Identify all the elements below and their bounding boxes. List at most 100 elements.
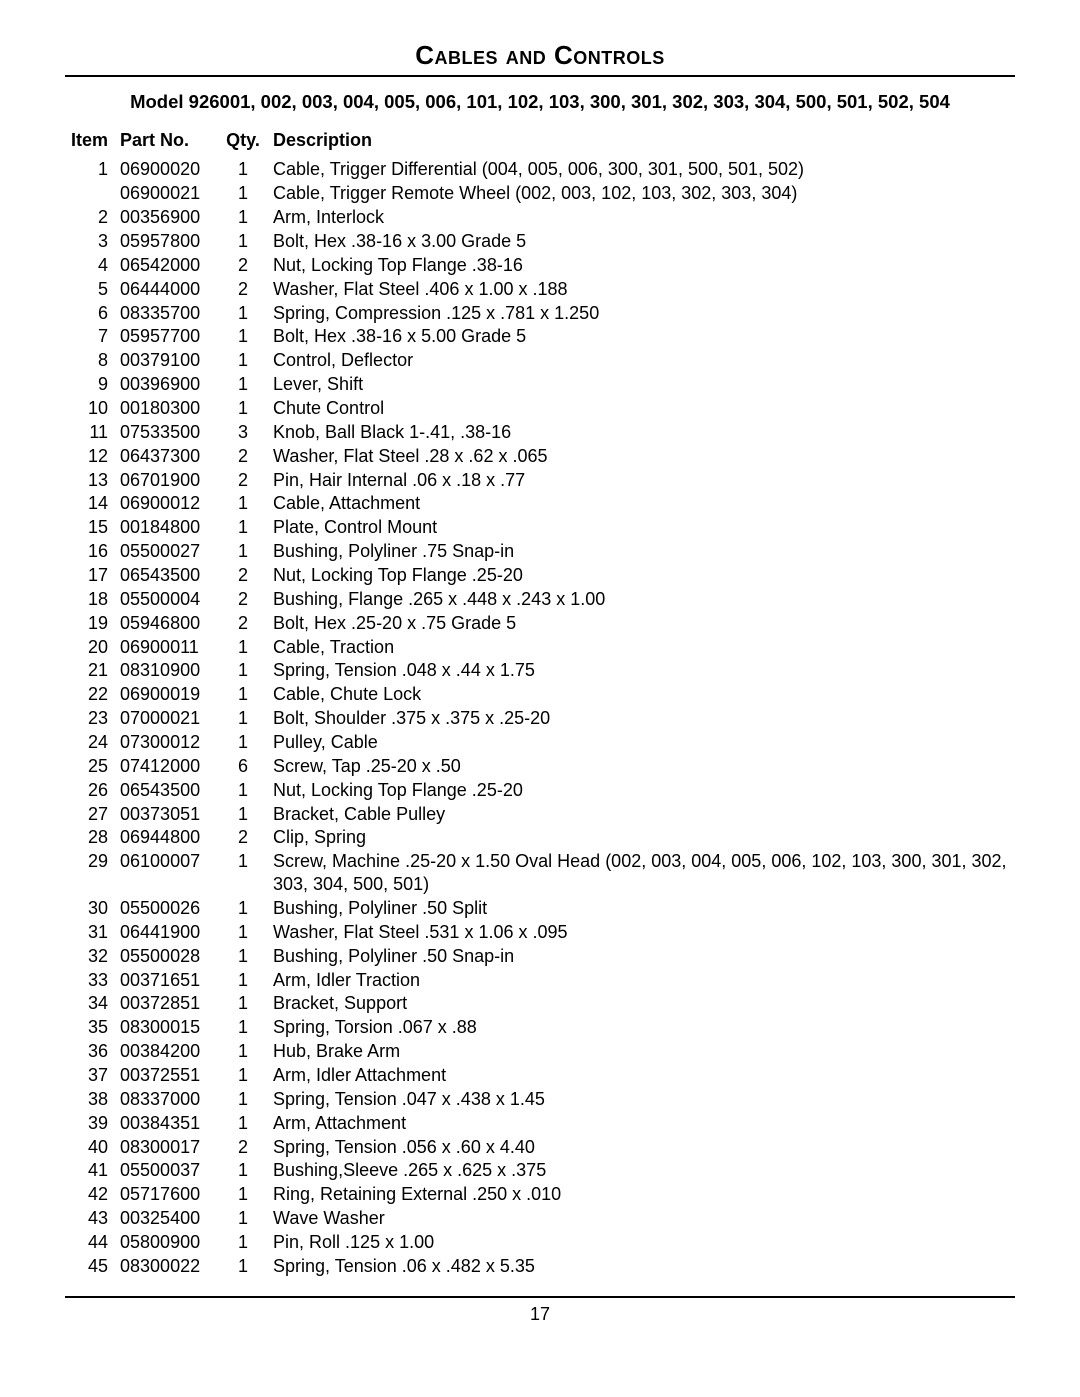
cell-description: Arm, Attachment	[267, 1111, 1015, 1135]
cell-part-no: 06543500	[114, 778, 219, 802]
cell-qty: 1	[219, 707, 267, 731]
cell-item: 44	[65, 1231, 114, 1255]
table-row: 25074120006Screw, Tap .25-20 x .50	[65, 754, 1015, 778]
cell-qty: 1	[219, 992, 267, 1016]
table-row: 23070000211Bolt, Shoulder .375 x .375 x …	[65, 707, 1015, 731]
table-row: 10001803001Chute Control	[65, 396, 1015, 420]
cell-part-no: 06900019	[114, 683, 219, 707]
cell-qty: 2	[219, 587, 267, 611]
cell-part-no: 06441900	[114, 920, 219, 944]
cell-item: 5	[65, 277, 114, 301]
cell-description: Bushing, Polyliner .75 Snap-in	[267, 540, 1015, 564]
cell-qty: 1	[219, 683, 267, 707]
cell-part-no: 00384200	[114, 1040, 219, 1064]
cell-qty: 1	[219, 944, 267, 968]
cell-qty: 1	[219, 325, 267, 349]
cell-item: 25	[65, 754, 114, 778]
cell-item: 34	[65, 992, 114, 1016]
table-row: 17065435002Nut, Locking Top Flange .25-2…	[65, 563, 1015, 587]
cell-description: Control, Deflector	[267, 349, 1015, 373]
cell-part-no: 00372851	[114, 992, 219, 1016]
cell-item: 37	[65, 1064, 114, 1088]
table-row: 13067019002Pin, Hair Internal .06 x .18 …	[65, 468, 1015, 492]
col-header-part: Part No.	[114, 127, 219, 158]
page-title: Cables and Controls	[65, 40, 1015, 71]
table-row: 11075335003Knob, Ball Black 1-.41, .38-1…	[65, 420, 1015, 444]
cell-description: Spring, Tension .056 x .60 x 4.40	[267, 1135, 1015, 1159]
cell-qty: 1	[219, 1040, 267, 1064]
cell-qty: 1	[219, 802, 267, 826]
cell-item: 45	[65, 1254, 114, 1278]
cell-description: Ring, Retaining External .250 x .010	[267, 1183, 1015, 1207]
cell-item: 33	[65, 968, 114, 992]
cell-qty: 1	[219, 1254, 267, 1278]
table-row: 069000211Cable, Trigger Remote Wheel (00…	[65, 182, 1015, 206]
cell-item: 15	[65, 516, 114, 540]
cell-item: 32	[65, 944, 114, 968]
table-row: 39003843511Arm, Attachment	[65, 1111, 1015, 1135]
cell-description: Clip, Spring	[267, 826, 1015, 850]
cell-item: 21	[65, 659, 114, 683]
table-row: 21083109001Spring, Tension .048 x .44 x …	[65, 659, 1015, 683]
cell-part-no: 05500004	[114, 587, 219, 611]
cell-description: Cable, Traction	[267, 635, 1015, 659]
cell-part-no: 06100007	[114, 850, 219, 897]
cell-description: Spring, Torsion .067 x .88	[267, 1016, 1015, 1040]
cell-qty: 1	[219, 968, 267, 992]
cell-part-no: 06900011	[114, 635, 219, 659]
cell-description: Cable, Chute Lock	[267, 683, 1015, 707]
cell-qty: 2	[219, 563, 267, 587]
cell-part-no: 05500037	[114, 1159, 219, 1183]
cell-part-no: 05957800	[114, 229, 219, 253]
table-header-row: Item Part No. Qty. Description	[65, 127, 1015, 158]
cell-qty: 1	[219, 897, 267, 921]
cell-description: Pulley, Cable	[267, 730, 1015, 754]
cell-part-no: 00371651	[114, 968, 219, 992]
cell-part-no: 08335700	[114, 301, 219, 325]
cell-qty: 2	[219, 611, 267, 635]
cell-item: 38	[65, 1087, 114, 1111]
cell-qty: 1	[219, 492, 267, 516]
cell-part-no: 08310900	[114, 659, 219, 683]
cell-description: Plate, Control Mount	[267, 516, 1015, 540]
table-row: 24073000121Pulley, Cable	[65, 730, 1015, 754]
table-row: 26065435001Nut, Locking Top Flange .25-2…	[65, 778, 1015, 802]
cell-qty: 1	[219, 778, 267, 802]
cell-description: Spring, Compression .125 x .781 x 1.250	[267, 301, 1015, 325]
cell-qty: 1	[219, 301, 267, 325]
cell-qty: 2	[219, 826, 267, 850]
cell-description: Arm, Idler Traction	[267, 968, 1015, 992]
cell-description: Bushing, Flange .265 x .448 x .243 x 1.0…	[267, 587, 1015, 611]
cell-item: 22	[65, 683, 114, 707]
cell-item: 35	[65, 1016, 114, 1040]
cell-item: 19	[65, 611, 114, 635]
cell-qty: 1	[219, 659, 267, 683]
cell-item: 13	[65, 468, 114, 492]
cell-item: 10	[65, 396, 114, 420]
cell-part-no: 00372551	[114, 1064, 219, 1088]
cell-item: 31	[65, 920, 114, 944]
cell-qty: 1	[219, 730, 267, 754]
cell-item: 9	[65, 373, 114, 397]
cell-qty: 6	[219, 754, 267, 778]
col-header-qty: Qty.	[219, 127, 267, 158]
cell-qty: 1	[219, 1183, 267, 1207]
cell-description: Spring, Tension .06 x .482 x 5.35	[267, 1254, 1015, 1278]
cell-part-no: 08300022	[114, 1254, 219, 1278]
cell-qty: 1	[219, 516, 267, 540]
table-row: 27003730511Bracket, Cable Pulley	[65, 802, 1015, 826]
table-row: 14069000121Cable, Attachment	[65, 492, 1015, 516]
cell-item: 41	[65, 1159, 114, 1183]
cell-qty: 1	[219, 540, 267, 564]
cell-description: Bushing,Sleeve .265 x .625 x .375	[267, 1159, 1015, 1183]
title-rule	[65, 75, 1015, 77]
cell-item: 8	[65, 349, 114, 373]
table-row: 15001848001Plate, Control Mount	[65, 516, 1015, 540]
cell-description: Pin, Roll .125 x 1.00	[267, 1231, 1015, 1255]
model-subtitle: Model 926001, 002, 003, 004, 005, 006, 1…	[65, 91, 1015, 113]
cell-part-no: 06701900	[114, 468, 219, 492]
table-row: 6083357001Spring, Compression .125 x .78…	[65, 301, 1015, 325]
table-row: 9003969001Lever, Shift	[65, 373, 1015, 397]
table-row: 35083000151Spring, Torsion .067 x .88	[65, 1016, 1015, 1040]
parts-table: Item Part No. Qty. Description 106900020…	[65, 127, 1015, 1278]
